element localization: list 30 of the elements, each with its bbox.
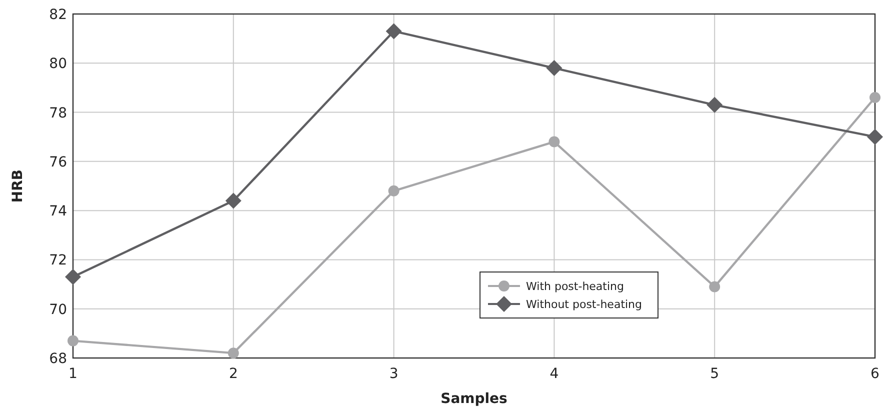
point [709,281,720,292]
point [548,136,560,148]
legend-label: With post-heating [526,280,624,293]
point [225,192,242,209]
legend-label: Without post-heating [526,298,642,311]
y-tick-label: 76 [49,154,68,170]
point [68,335,78,346]
x-tick-label: 2 [228,366,238,382]
y-tick-label: 82 [49,7,67,23]
x-tick-label: 3 [389,366,398,382]
x-tick-label: 5 [710,366,720,382]
x-tick-label: 4 [550,366,559,382]
point [388,185,400,196]
y-axis-title: HRB [10,169,26,203]
y-tick-label: 74 [49,204,68,220]
x-tick-label: 1 [68,366,78,382]
point [228,348,239,359]
y-tick-label: 68 [49,351,67,367]
point [870,92,880,104]
y-tick-label: 72 [49,252,67,269]
point [65,268,81,285]
x-axis-title: Samples [440,391,508,407]
point [546,60,562,76]
point [386,23,402,40]
y-tick-label: 70 [49,302,67,318]
point [867,128,883,145]
y-tick-label: 78 [49,105,67,122]
x-tick-label: 6 [870,366,880,382]
y-tick-label: 80 [49,56,67,72]
point [706,96,723,113]
